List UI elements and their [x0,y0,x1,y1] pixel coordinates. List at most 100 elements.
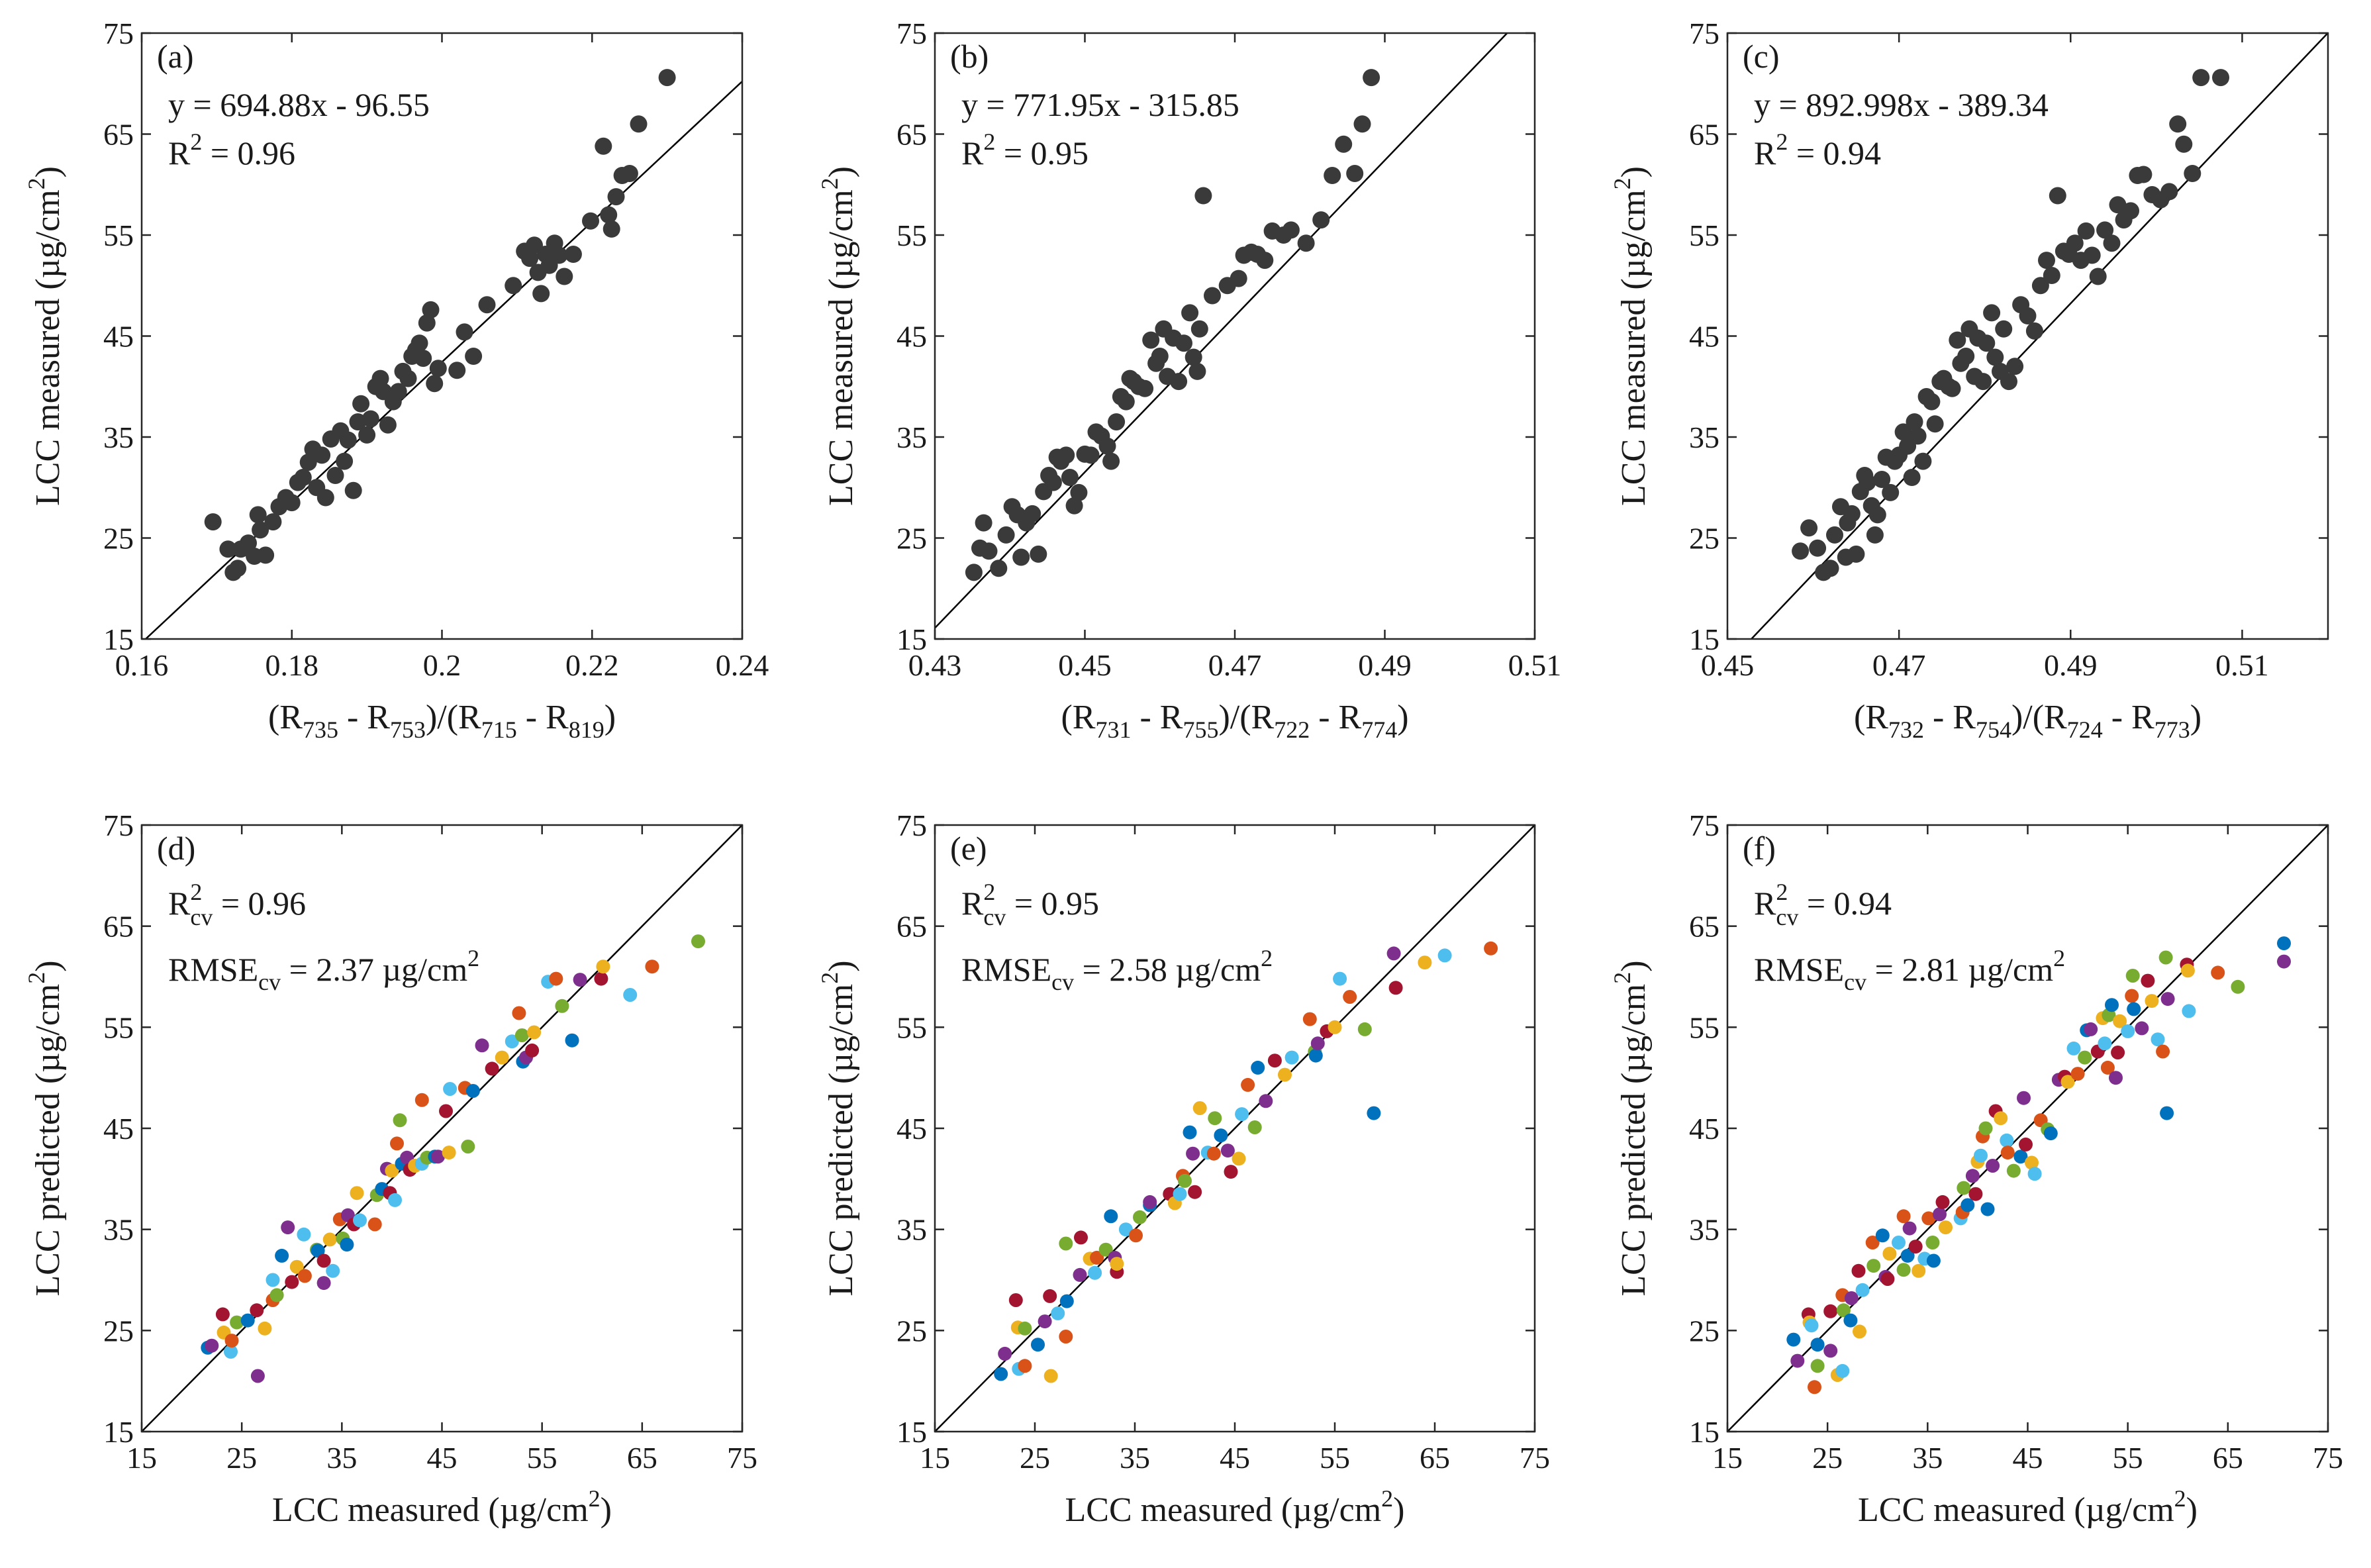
panel-a-point [283,494,301,512]
panel-e-r2cv-sup: 2 [983,879,995,905]
panel-d-r2cv-value: = 0.96 [213,885,306,922]
panel-d-y-axis-title-main: LCC predicted (µg/cm [29,984,67,1297]
panel-a: 0.16 0.18 0.2 0.22 0.24 15 25 35 45 55 65 75 (R735 -… [23,17,769,743]
panel-e-y-axis-title-main: LCC predicted (µg/cm [822,984,860,1297]
panel-d-point [289,1259,304,1274]
panel-a-y-axis-title-main: LCC measured (µg/cm [29,189,67,506]
panel-f-rmsecv-value: = 2.81 µg/cm [1866,951,2053,988]
panel-a-y-tick-label: 65 [103,118,134,152]
panel-b-x-tick-label: 0.51 [1508,648,1562,682]
panel-a-point [326,467,344,484]
panel-f-point [2100,1060,2115,1075]
panel-f-rmsecv-sub: cv [1844,969,1866,995]
panel-d-rmsecv-sup: 2 [467,945,479,971]
panel-b-y-axis-title-main: LCC measured (µg/cm [822,189,860,506]
panel-f-x-axis-title-part-0: LCC measured (µg/cm [1858,1491,2174,1529]
panel-f-x-axis-title: LCC measured (µg/cm2) [1858,1485,2198,1529]
panel-f-x-tick-label: 45 [2013,1441,2043,1475]
panel-f-label: (f) [1743,830,1776,867]
panel-f-point [2277,936,2291,951]
panel-e-point [1388,981,1403,995]
panel-f-point [2145,994,2159,1008]
panel-f-point [1957,1181,1971,1195]
panel-c-y-tick-label: 55 [1689,219,1719,252]
panel-c-point [1821,560,1839,577]
panel-f-point [2156,1044,2170,1059]
panel-c-r2-main: R [1754,134,1776,172]
panel-f-point [2060,1075,2075,1089]
panel-c-y-axis-title: LCC measured (µg/cm2) [1609,166,1653,506]
panel-d-point [275,1248,289,1263]
panel-a-point [313,446,331,464]
panel-a-x-axis-title-part-5: 715 [481,716,517,743]
panel-b-point [1044,473,1062,491]
panel-b-point [1346,165,1364,182]
panel-f-point [2158,950,2173,965]
panel-d-point [266,1273,280,1287]
panel-c-y-tick-label: 65 [1689,118,1719,152]
panel-a-point [658,69,676,87]
panel-e-point [1088,1265,1102,1280]
panel-f-rmsecv: RMSEcv = 2.81 µg/cm2 [1754,945,2065,995]
panel-a-point [264,513,282,531]
panel-d-point [555,999,569,1013]
panel-f-point [1808,1380,1821,1395]
panel-d-point [215,1307,230,1322]
panel-c-point [1974,373,1992,391]
panel-e-rmsecv-main: RMSE [961,951,1051,988]
panel-e-point [1437,948,1452,963]
panel-d-point [594,971,608,986]
panel-f-x-tick-label: 35 [1912,1441,1943,1475]
panel-e-point [1183,1125,1197,1140]
panel-b-x-axis-title-part-7: 774 [1361,716,1397,743]
panel-b-point [1335,135,1353,153]
panel-f-point [1978,1121,1993,1136]
panel-c-x-tick-label: 0.51 [2215,648,2269,682]
panel-b-point [1170,373,1188,391]
panel-e-point [1074,1230,1088,1245]
panel-b-x-tick-label: 0.49 [1358,648,1412,682]
panel-c-y-axis-title-end: ) [1615,166,1653,177]
panel-f-y-tick-label: 75 [1689,808,1719,842]
panel-f-point [1843,1313,1858,1328]
panel-d-rmsecv-main: RMSE [168,951,258,988]
panel-f-point [2121,1024,2135,1038]
panel-f-point [1960,1198,1975,1212]
panel-a-point [299,454,317,471]
panel-c-point [2160,183,2178,201]
panel-f-point [2105,998,2119,1012]
panel-d-x-tick-label: 45 [427,1441,458,1475]
panel-e-y-tick-label: 65 [896,910,927,944]
panel-d-point [297,1269,312,1283]
panel-e-label: (e) [950,830,987,867]
panel-c-x-axis-title-part-8: ) [2190,699,2202,736]
panel-d-point [250,1369,265,1383]
panel-f-y-tick-label: 45 [1689,1112,1719,1146]
panel-c-point [2175,135,2193,153]
panel-e-point [1224,1165,1238,1179]
panel-d-y-axis-title-end: ) [29,960,67,971]
panel-a-y-tick-label: 35 [103,420,134,454]
panel-f-point [1896,1209,1911,1224]
panel-c-x-axis-title-part-3: 754 [1976,716,2011,743]
panel-f-x-tick-label: 55 [2113,1441,2143,1475]
panel-a-point [603,220,620,238]
panel-f-point [2025,1155,2039,1170]
panel-c-y-tick-label: 35 [1689,420,1719,454]
panel-c-r2: R2 = 0.94 [1754,128,1881,172]
panel-f-fit-line [1727,825,2328,1432]
panel-f-point [1804,1318,1819,1333]
panel-a-point [379,416,397,434]
panel-b-x-axis-title-part-8: ) [1397,699,1408,736]
panel-d-r2cv-sub: cv [190,904,213,930]
panel-f-point [1786,1332,1801,1347]
panel-c-point [2066,234,2084,252]
panel-f-point [1986,1159,2000,1173]
panel-b-x-tick-label: 0.47 [1208,648,1262,682]
panel-c-y-tick-label: 15 [1689,622,1719,656]
panel-e-point [1267,1054,1282,1068]
panel-e-point [1418,956,1432,970]
panel-f-point [2000,1146,2015,1160]
panel-e-point [1173,1187,1187,1201]
panel-a-point [600,206,618,224]
